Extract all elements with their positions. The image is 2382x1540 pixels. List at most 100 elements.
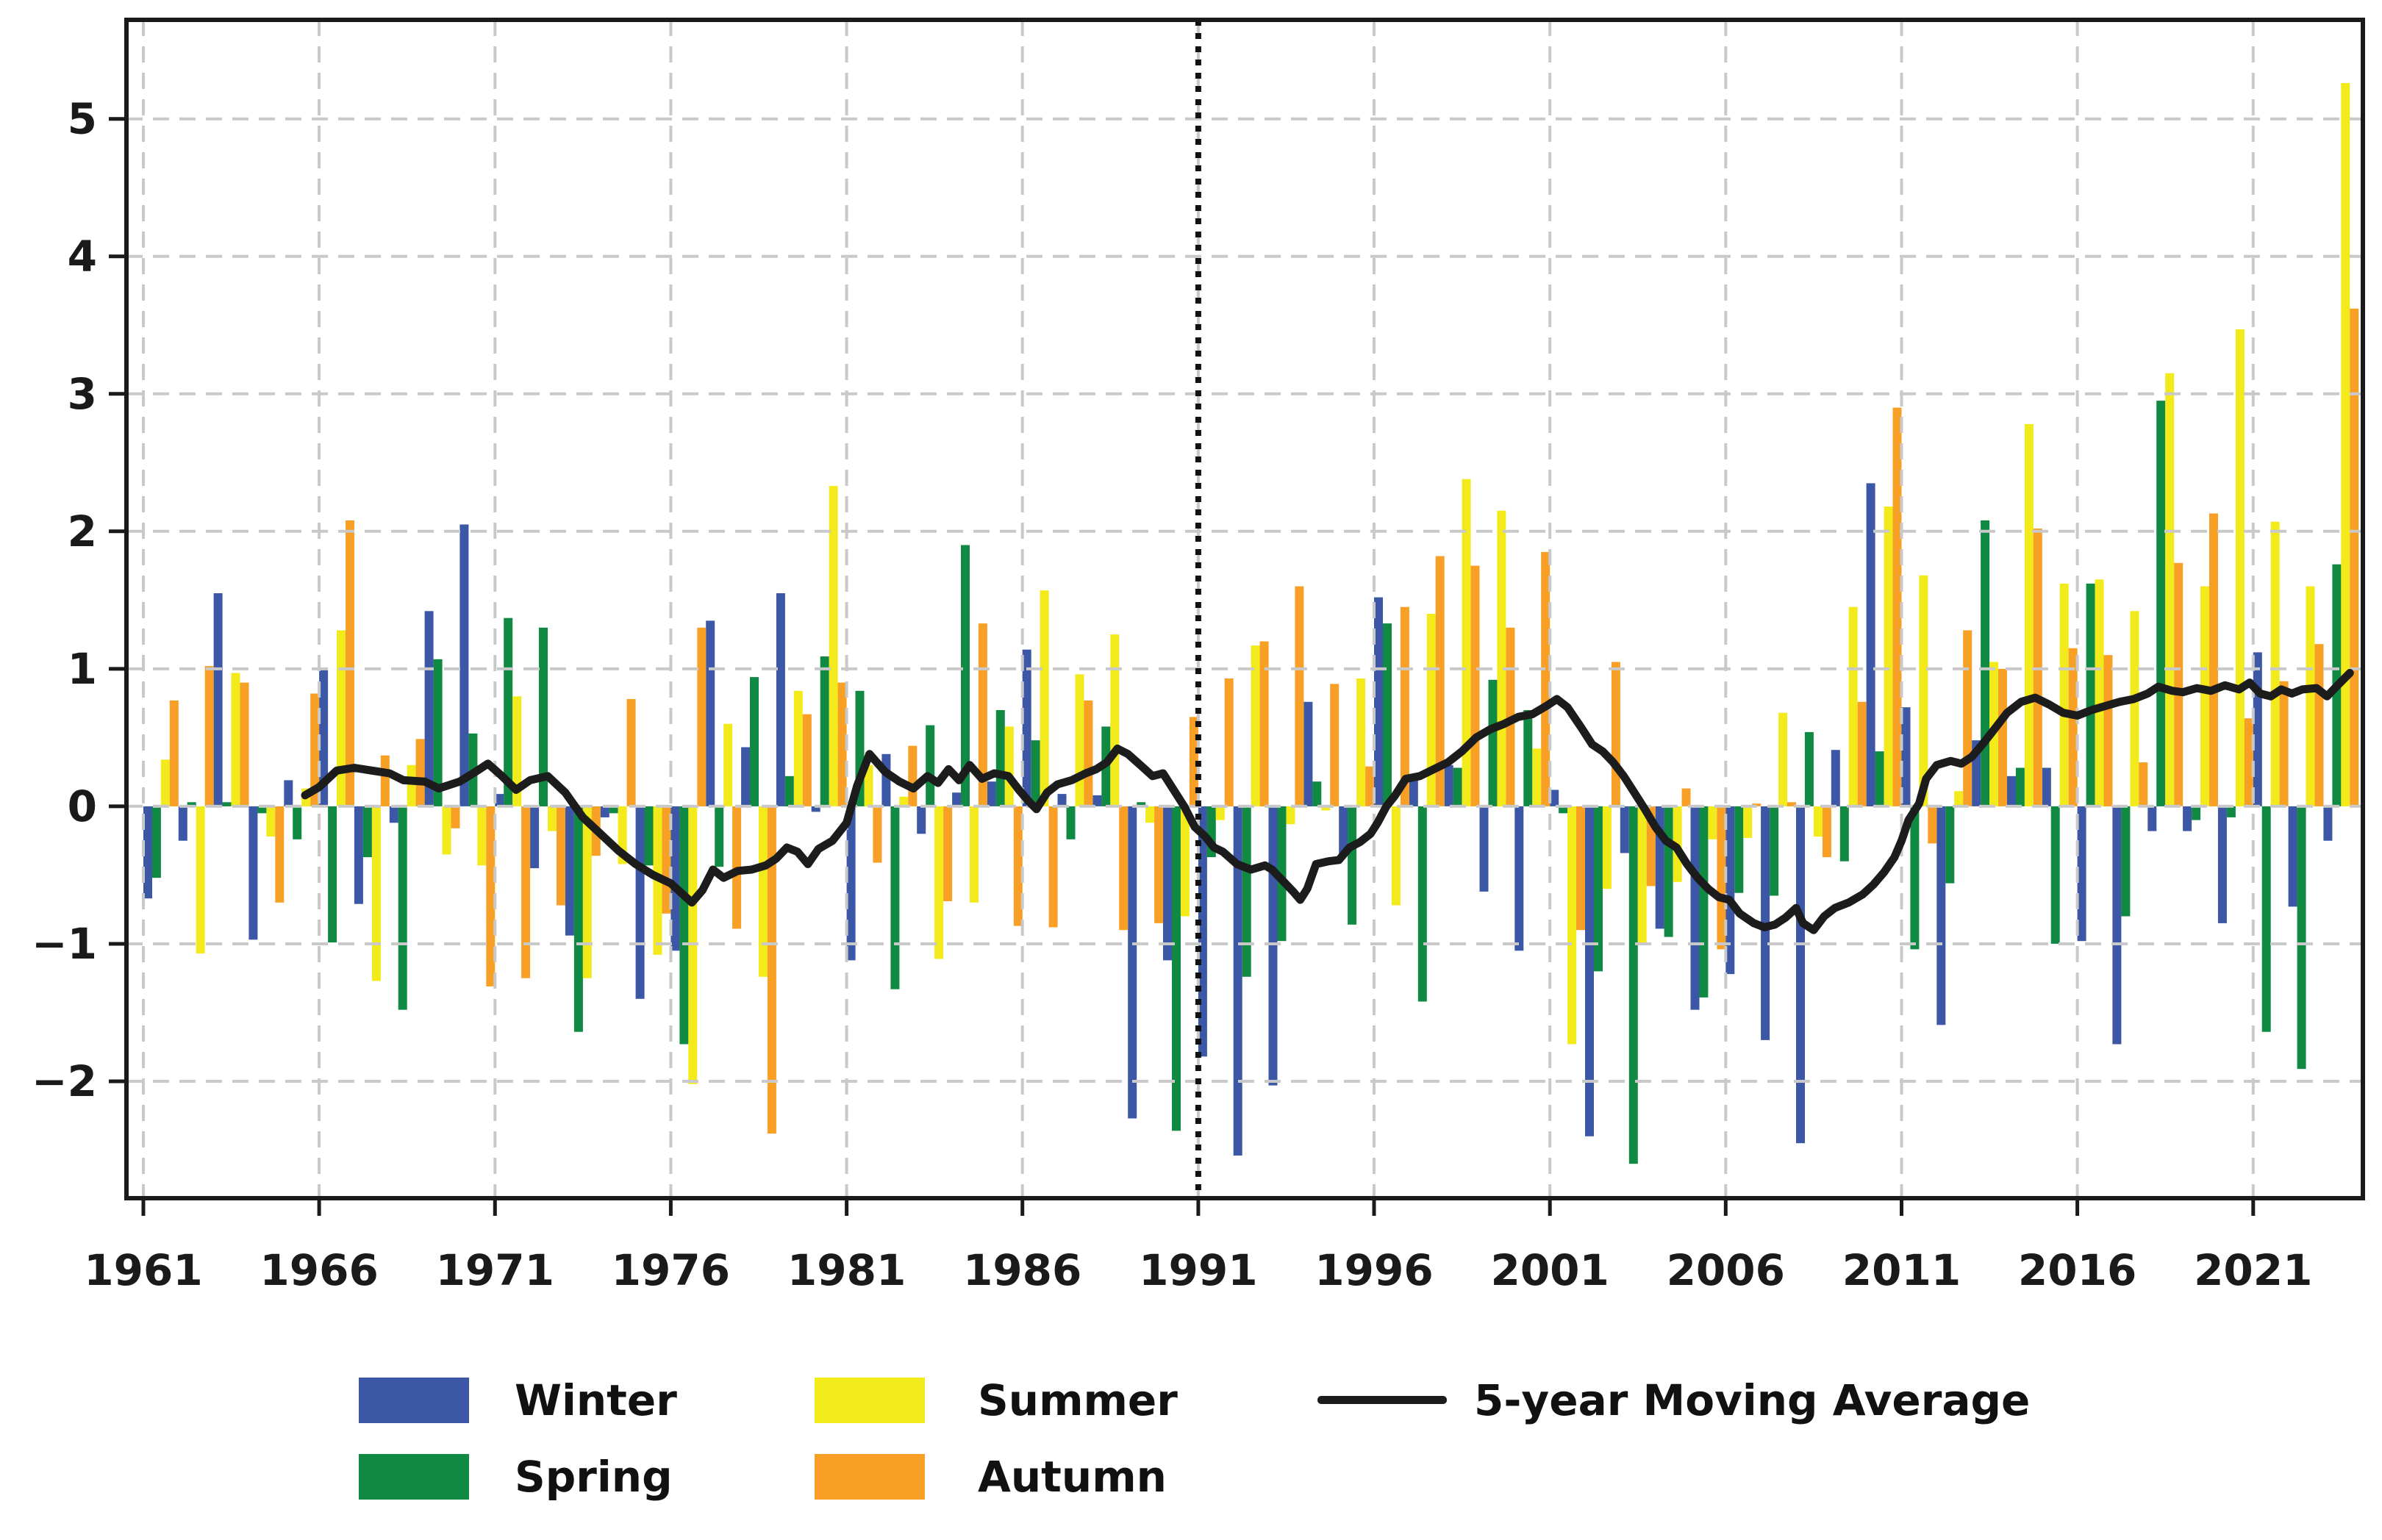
y-tick-label-3: 3 — [68, 369, 97, 419]
bar-summer-1992 — [1251, 645, 1260, 806]
bar-summer-1972 — [548, 806, 557, 831]
bar-summer-1964 — [266, 806, 276, 837]
bar-summer-2006 — [1743, 806, 1753, 838]
bar-autumn-1971 — [521, 806, 531, 978]
x-tick-label-1996: 1996 — [1315, 1245, 1433, 1295]
bar-summer-1963 — [231, 673, 240, 806]
bar-autumn-1966 — [346, 520, 354, 806]
bar-summer-2007 — [1778, 712, 1788, 806]
bar-spring-1968 — [398, 806, 407, 1010]
bar-summer-1977 — [723, 723, 733, 806]
bar-spring-2013 — [1981, 520, 1990, 806]
bar-winter-1985 — [987, 781, 996, 806]
bar-summer-2014 — [2024, 423, 2034, 806]
x-tick-label-2016: 2016 — [2018, 1245, 2136, 1295]
bar-winter-2006 — [1725, 806, 1735, 975]
bar-summer-1996 — [1391, 806, 1401, 906]
bar-spring-2011 — [1910, 806, 1920, 950]
bar-summer-1973 — [582, 806, 592, 978]
bar-autumn-2023 — [2350, 308, 2359, 806]
bar-spring-1980 — [820, 656, 829, 806]
bars-winter — [143, 483, 2333, 1156]
bar-autumn-2009 — [1857, 701, 1867, 806]
x-tick-label-2021: 2021 — [2194, 1245, 2312, 1295]
bar-spring-1973 — [573, 806, 583, 1032]
bar-spring-1969 — [433, 659, 443, 806]
bar-winter-1981 — [846, 806, 856, 961]
x-tick-label-1981: 1981 — [787, 1245, 906, 1295]
bar-autumn-2022 — [2314, 644, 2324, 806]
bar-winter-1975 — [635, 806, 645, 999]
x-tick-label-2006: 2006 — [1667, 1245, 1785, 1295]
bar-summer-2005 — [1708, 806, 1717, 839]
bar-autumn-1980 — [837, 682, 847, 806]
bar-summer-1981 — [864, 764, 873, 806]
bar-autumn-1965 — [310, 693, 320, 806]
bar-summer-1967 — [371, 806, 381, 981]
bar-summer-1961 — [160, 759, 170, 806]
bar-autumn-2016 — [2103, 655, 2113, 806]
bar-winter-2008 — [1796, 806, 1805, 1144]
bar-winter-1986 — [1022, 649, 1031, 806]
bar-summer-2019 — [2200, 586, 2209, 806]
bar-spring-1985 — [995, 710, 1005, 806]
bar-autumn-1976 — [697, 627, 707, 806]
bar-winter-1976 — [670, 806, 680, 951]
y-tick-label--1: −1 — [32, 919, 97, 969]
bar-winter-1968 — [389, 806, 398, 823]
bar-spring-1976 — [679, 806, 689, 1045]
bar-winter-1999 — [1479, 806, 1489, 892]
bar-winter-1970 — [459, 524, 469, 806]
bar-winter-1963 — [213, 593, 223, 806]
bar-autumn-1994 — [1330, 684, 1340, 806]
bar-summer-2009 — [1848, 606, 1858, 806]
bar-winter-2020 — [2217, 806, 2227, 923]
bar-winter-1984 — [952, 792, 962, 806]
bar-winter-1980 — [811, 806, 820, 812]
bar-spring-1995 — [1348, 806, 1357, 925]
bar-summer-1993 — [1286, 806, 1295, 825]
plot-background — [126, 20, 2363, 1198]
tick-marks — [109, 117, 2256, 1216]
bar-autumn-1974 — [626, 699, 636, 806]
bar-spring-2006 — [1734, 806, 1744, 893]
bar-winter-1971 — [495, 794, 504, 806]
x-tick-label-1976: 1976 — [612, 1245, 730, 1295]
bar-spring-2005 — [1699, 806, 1709, 998]
bar-winter-2005 — [1690, 806, 1700, 1010]
bar-autumn-1968 — [415, 739, 425, 806]
bar-summer-2001 — [1567, 806, 1577, 1045]
bar-winter-1995 — [1339, 806, 1348, 855]
x-tick-label-1961: 1961 — [84, 1245, 202, 1295]
bar-spring-1964 — [257, 806, 267, 814]
y-tick-label-2: 2 — [68, 506, 97, 556]
bar-winter-1977 — [706, 620, 715, 806]
bar-spring-2019 — [2192, 806, 2201, 820]
bar-autumn-1993 — [1295, 586, 1304, 806]
bar-summer-1970 — [477, 806, 487, 866]
bar-autumn-2020 — [2244, 718, 2253, 806]
bar-spring-1966 — [328, 806, 337, 943]
bar-winter-1997 — [1409, 776, 1418, 806]
bar-autumn-1987 — [1084, 700, 1093, 806]
bar-spring-1989 — [1137, 802, 1146, 806]
legend-label-summer: Summer — [978, 1375, 1178, 1425]
bar-autumn-1996 — [1400, 606, 1409, 806]
bar-summer-1988 — [1110, 634, 1120, 806]
bar-spring-1996 — [1383, 623, 1392, 806]
bar-spring-1992 — [1242, 806, 1251, 977]
bar-summer-1987 — [1075, 674, 1084, 806]
bar-summer-2018 — [2165, 373, 2175, 806]
bar-spring-2004 — [1664, 806, 1673, 937]
bar-spring-2009 — [1839, 806, 1849, 862]
bar-summer-1979 — [793, 690, 803, 806]
bar-summer-1984 — [970, 806, 979, 903]
bar-autumn-2011 — [1928, 806, 1937, 844]
bar-summer-2000 — [1532, 748, 1542, 806]
bar-winter-2011 — [1901, 707, 1911, 806]
bar-summer-2016 — [2095, 579, 2104, 806]
bar-autumn-1978 — [767, 806, 776, 1134]
bar-winter-1972 — [530, 806, 540, 869]
bar-spring-2016 — [2086, 583, 2095, 806]
bar-spring-1999 — [1488, 679, 1498, 806]
